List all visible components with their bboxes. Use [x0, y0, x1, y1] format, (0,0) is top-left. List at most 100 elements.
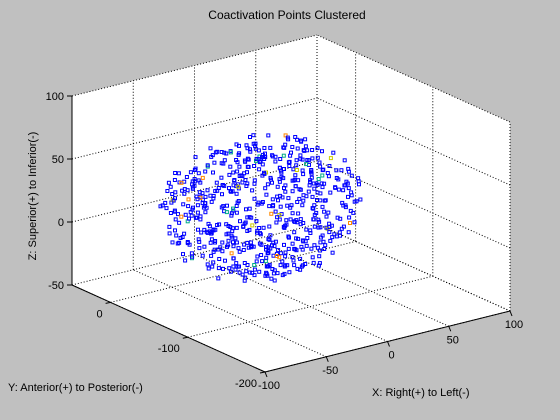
x-tick-label: 0	[388, 350, 394, 362]
data-point	[233, 267, 238, 272]
data-point	[317, 254, 322, 259]
data-point	[252, 164, 257, 168]
data-point	[255, 228, 260, 233]
data-point	[183, 258, 188, 263]
data-point	[220, 240, 225, 245]
data-point	[219, 150, 224, 154]
data-point	[270, 197, 275, 202]
data-point	[226, 224, 231, 228]
data-point	[216, 266, 221, 271]
data-point	[242, 261, 247, 265]
data-point	[277, 213, 282, 217]
data-point	[290, 211, 295, 216]
data-point	[273, 209, 278, 214]
data-point	[260, 259, 265, 264]
data-point	[292, 230, 297, 235]
data-point	[192, 177, 197, 181]
data-point	[309, 246, 314, 251]
y-axis-line	[71, 284, 266, 373]
data-point	[205, 230, 210, 235]
data-point	[246, 157, 251, 162]
data-point	[294, 168, 299, 172]
data-point	[211, 196, 216, 201]
data-point	[177, 220, 182, 225]
data-point	[270, 154, 275, 159]
data-point	[240, 272, 245, 277]
data-point	[203, 201, 208, 206]
data-point	[275, 184, 280, 189]
data-point	[176, 171, 181, 176]
data-point	[178, 236, 183, 240]
data-point	[243, 275, 248, 280]
data-point	[303, 144, 308, 149]
data-point	[173, 171, 178, 175]
data-point	[196, 227, 200, 232]
data-point	[202, 244, 207, 249]
z-tick-label: 100	[46, 91, 64, 103]
y-axis-label: Y: Anterior(+) to Posterior(-)	[8, 382, 143, 394]
data-point	[298, 187, 303, 192]
data-point	[311, 181, 316, 186]
x-tick-mark	[448, 326, 452, 332]
data-point	[296, 211, 301, 216]
data-point	[230, 235, 235, 240]
data-point	[163, 200, 168, 205]
data-point	[261, 225, 266, 230]
data-point	[211, 194, 216, 198]
data-point	[158, 204, 163, 209]
data-point	[205, 163, 210, 168]
data-point	[251, 133, 256, 138]
data-point	[234, 184, 239, 189]
data-point	[304, 243, 309, 248]
data-point	[171, 198, 176, 203]
data-point	[208, 146, 213, 151]
data-point	[266, 133, 271, 138]
data-point	[264, 255, 269, 260]
data-point	[234, 225, 239, 230]
data-point	[173, 217, 178, 222]
data-point	[295, 220, 300, 225]
data-point	[293, 184, 298, 189]
data-point	[257, 160, 262, 165]
data-point	[186, 204, 191, 209]
data-point	[318, 198, 323, 203]
data-point	[309, 168, 314, 172]
data-point	[334, 176, 339, 180]
axes-box	[67, 95, 513, 378]
data-point	[287, 159, 292, 164]
data-point	[195, 203, 200, 208]
data-point	[333, 185, 338, 190]
data-point	[209, 237, 214, 242]
data-point	[315, 245, 320, 250]
data-point	[267, 224, 272, 229]
data-point	[174, 233, 179, 238]
data-point	[206, 221, 211, 226]
data-point	[278, 263, 283, 268]
grid-line	[110, 240, 356, 303]
data-point	[179, 180, 184, 185]
data-point	[189, 213, 194, 218]
data-point	[231, 264, 236, 269]
data-point	[265, 273, 270, 278]
data-point	[304, 194, 309, 199]
data-point	[203, 210, 208, 215]
data-point	[242, 221, 247, 226]
data-point	[327, 164, 332, 168]
data-point	[260, 200, 265, 204]
data-point	[191, 205, 195, 210]
data-point	[292, 263, 297, 268]
data-point	[231, 244, 236, 249]
data-point	[320, 149, 324, 154]
data-point	[310, 194, 315, 199]
x-tick-mark	[325, 356, 329, 362]
data-point	[298, 156, 303, 161]
data-point	[358, 197, 363, 202]
data-point	[278, 251, 283, 256]
data-point	[182, 231, 187, 236]
data-point	[318, 248, 323, 253]
data-point	[269, 177, 273, 182]
data-point	[172, 178, 177, 182]
data-point	[255, 202, 260, 207]
grid-line	[187, 275, 433, 338]
data-point	[297, 196, 302, 201]
